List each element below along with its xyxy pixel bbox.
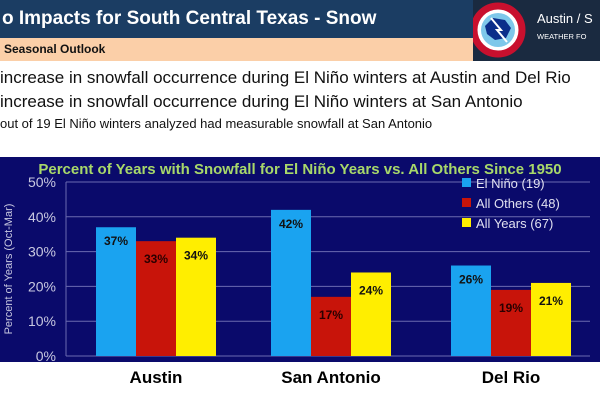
y-axis-label: Percent of Years (Oct-Mar) <box>3 204 15 335</box>
bar-austin-1 <box>136 241 176 356</box>
data-label: 21% <box>539 294 563 308</box>
legend-label: El Niño (19) <box>476 176 545 191</box>
nws-logo: Austin / S WEATHER FO <box>473 0 600 61</box>
y-tick-label: 50% <box>28 174 56 190</box>
x-category-label: Austin <box>129 368 183 387</box>
legend-label: All Years (67) <box>476 216 553 231</box>
chart-title: Percent of Years with Snowfall for El Ni… <box>38 161 561 178</box>
x-category-label: San Antonio <box>281 368 381 387</box>
data-label: 37% <box>104 234 128 248</box>
data-label: 17% <box>319 308 343 322</box>
y-tick-label: 10% <box>28 313 56 329</box>
legend-swatch <box>462 178 471 187</box>
bar-del-rio-2 <box>531 282 571 356</box>
bar-san-antonio-0 <box>271 209 311 356</box>
data-label: 24% <box>359 283 383 297</box>
legend-swatch <box>462 198 471 207</box>
y-tick-label: 0% <box>36 348 56 364</box>
data-label: 19% <box>499 301 523 315</box>
legend-swatch <box>462 218 471 227</box>
bullet-2: increase in snowfall occurrence during E… <box>0 92 523 111</box>
bar-austin-2 <box>176 237 216 356</box>
data-label: 34% <box>184 249 208 263</box>
bar-san-antonio-2 <box>351 272 391 356</box>
bullet-3: out of 19 El Niño winters analyzed had m… <box>0 116 433 131</box>
bar-del-rio-0 <box>451 265 491 356</box>
office-subtitle: WEATHER FO <box>537 32 587 41</box>
data-label: 42% <box>279 217 303 231</box>
y-tick-label: 20% <box>28 278 56 294</box>
y-tick-label: 30% <box>28 244 56 260</box>
slide-subtitle: Seasonal Outlook <box>0 38 473 61</box>
legend-label: All Others (48) <box>476 196 560 211</box>
data-label: 33% <box>144 252 168 266</box>
data-label: 26% <box>459 273 483 287</box>
office-name: Austin / S <box>537 11 593 26</box>
x-category-label: Del Rio <box>481 368 541 387</box>
nws-seal-icon <box>473 2 526 58</box>
bar-austin-0 <box>96 227 136 356</box>
bar-del-rio-1 <box>491 289 531 356</box>
bar-san-antonio-1 <box>311 296 351 356</box>
slide-title: o Impacts for South Central Texas - Snow <box>0 0 473 38</box>
y-tick-label: 40% <box>28 209 56 225</box>
bullet-1: increase in snowfall occurrence during E… <box>0 68 571 87</box>
